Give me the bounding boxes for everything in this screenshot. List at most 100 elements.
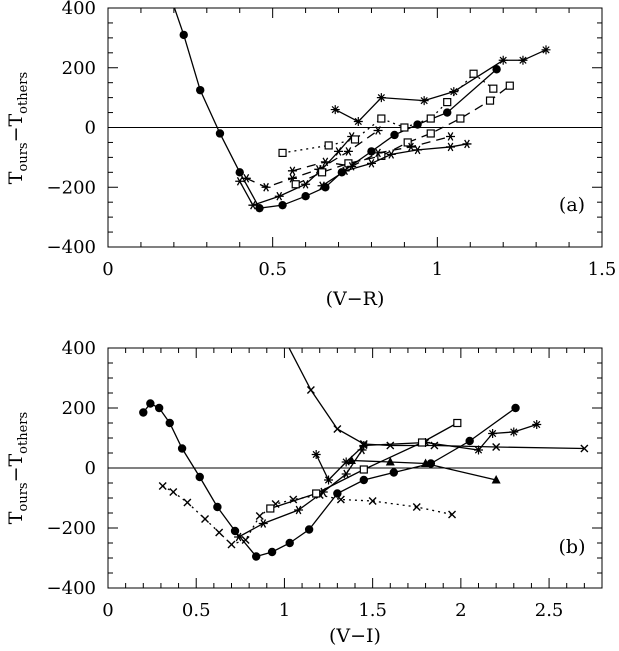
data-point bbox=[449, 87, 459, 97]
series-4 bbox=[241, 126, 383, 192]
data-point bbox=[406, 142, 416, 152]
data-point bbox=[492, 443, 501, 451]
data-point bbox=[366, 159, 376, 168]
data-point bbox=[386, 441, 395, 450]
y-tick-label: 0 bbox=[85, 118, 96, 139]
data-point bbox=[413, 145, 423, 155]
data-point bbox=[359, 441, 369, 450]
data-point bbox=[353, 117, 363, 127]
data-point bbox=[304, 525, 314, 534]
data-point bbox=[241, 173, 251, 183]
x-tick-label: 1 bbox=[279, 600, 290, 621]
data-point bbox=[505, 81, 514, 90]
data-point bbox=[255, 512, 264, 520]
data-point bbox=[373, 148, 383, 158]
data-point bbox=[139, 408, 148, 417]
y-tick-label: 200 bbox=[62, 398, 96, 419]
data-point bbox=[267, 547, 277, 557]
series-line bbox=[162, 485, 453, 546]
y-tick-label: −400 bbox=[47, 578, 96, 599]
data-point bbox=[154, 403, 164, 413]
series-7 bbox=[346, 455, 501, 484]
data-point bbox=[311, 450, 321, 459]
data-point bbox=[324, 141, 333, 150]
x-tick-label: 0 bbox=[102, 259, 113, 280]
data-point bbox=[443, 98, 452, 107]
series-line bbox=[238, 449, 363, 538]
series-2 bbox=[288, 348, 589, 453]
x-axis-label-b: (V−I) bbox=[329, 625, 381, 647]
series-line bbox=[292, 135, 451, 172]
data-point bbox=[485, 96, 495, 105]
chart-panel-b: 0 0.5 1 1.5 2 2.5 −400 −200 0 200 400 (V−I) Tours−… bbox=[5, 338, 603, 647]
data-point bbox=[341, 457, 351, 467]
y-label-main-a: T bbox=[5, 171, 27, 184]
data-point bbox=[235, 176, 245, 186]
ticks-a: 0 0.5 1 1.5 −400 −200 0 200 400 bbox=[47, 0, 617, 280]
series-line bbox=[351, 459, 497, 481]
data-point bbox=[235, 168, 244, 177]
x-tick-label: 1.5 bbox=[358, 600, 387, 621]
series-line bbox=[288, 348, 585, 450]
data-point bbox=[255, 203, 264, 213]
data-point bbox=[330, 105, 340, 115]
data-point bbox=[446, 132, 456, 141]
data-point bbox=[340, 166, 350, 176]
data-point bbox=[336, 495, 345, 504]
series-6 bbox=[278, 69, 498, 157]
data-point bbox=[390, 130, 399, 140]
data-point bbox=[201, 515, 210, 523]
y-tick-label: 400 bbox=[62, 338, 96, 359]
data-point bbox=[462, 139, 472, 149]
y-label-sub-others-b: others bbox=[16, 412, 31, 454]
data-point bbox=[301, 192, 310, 201]
data-point bbox=[368, 497, 377, 505]
x-tick-label: 0.5 bbox=[258, 259, 287, 280]
series-6 bbox=[266, 418, 462, 513]
y-label-minus-b: −T bbox=[5, 453, 27, 482]
data-point bbox=[169, 488, 178, 496]
data-point bbox=[346, 455, 356, 464]
data-point bbox=[413, 120, 422, 129]
data-point bbox=[426, 129, 435, 138]
data-point bbox=[291, 180, 300, 189]
data-point bbox=[230, 526, 240, 536]
y-label-minus-a: −T bbox=[5, 113, 27, 142]
data-point bbox=[179, 30, 188, 40]
data-point bbox=[474, 445, 483, 455]
y-axis-label-b: Tours−Tothers bbox=[5, 412, 31, 524]
data-point bbox=[386, 150, 396, 159]
data-point bbox=[491, 475, 501, 484]
data-point bbox=[511, 403, 520, 413]
y-tick-label: 400 bbox=[62, 0, 96, 19]
data-point bbox=[443, 108, 452, 117]
data-point bbox=[333, 489, 342, 498]
data-point bbox=[518, 55, 528, 65]
data-point bbox=[532, 420, 542, 429]
y-tick-label: −200 bbox=[47, 177, 96, 198]
y-tick-label: −200 bbox=[47, 518, 96, 539]
data-point bbox=[177, 444, 187, 453]
data-point bbox=[334, 147, 344, 156]
data-point bbox=[488, 429, 498, 438]
data-point bbox=[446, 142, 456, 152]
data-point bbox=[469, 69, 478, 78]
data-point bbox=[195, 472, 204, 482]
data-point bbox=[215, 528, 224, 537]
data-point bbox=[541, 45, 551, 55]
data-point bbox=[320, 157, 330, 167]
series-group-b bbox=[139, 348, 589, 561]
data-point bbox=[146, 399, 155, 408]
data-point bbox=[426, 114, 435, 123]
data-point bbox=[248, 200, 258, 210]
series-2 bbox=[235, 132, 357, 210]
y-label-sub-ours-a: ours bbox=[16, 142, 31, 171]
x-tick-label: 1 bbox=[432, 259, 443, 280]
series-8 bbox=[317, 139, 472, 191]
data-point bbox=[258, 519, 268, 528]
data-point bbox=[341, 469, 351, 479]
data-point bbox=[359, 475, 369, 485]
series-group-a bbox=[173, 8, 551, 213]
data-point bbox=[580, 444, 589, 453]
series-5 bbox=[291, 81, 514, 189]
